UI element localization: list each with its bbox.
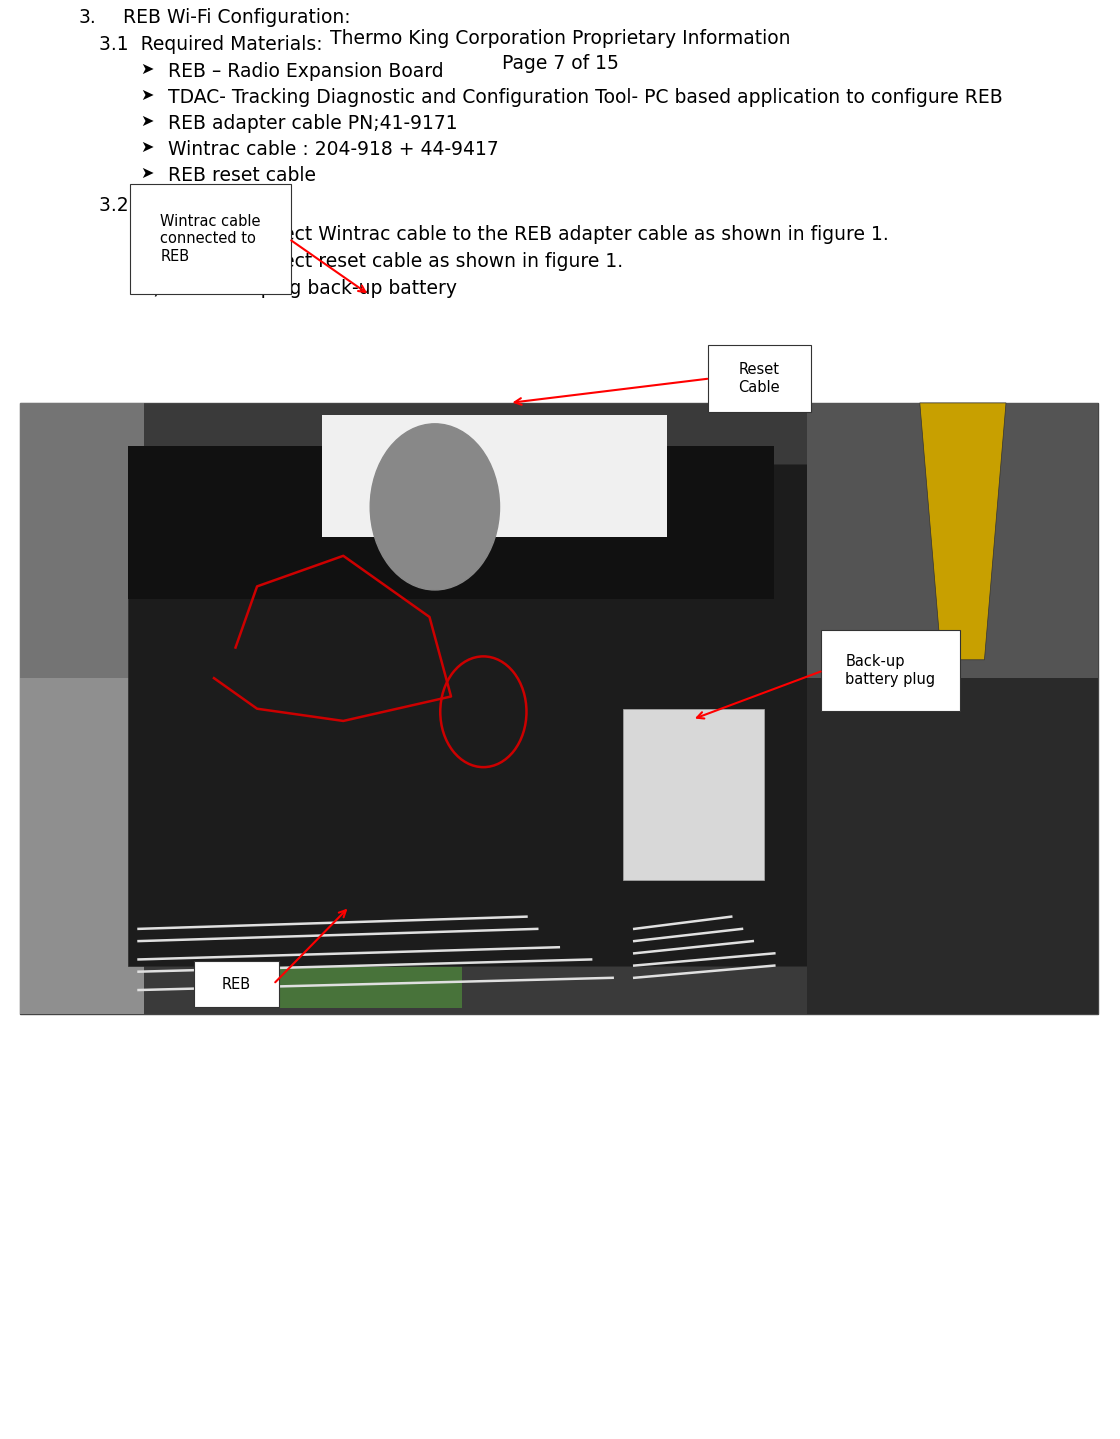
Text: b): b) [143, 252, 162, 271]
Text: Connect Wintrac cable to the REB adapter cable as shown in figure 1.: Connect Wintrac cable to the REB adapter… [235, 224, 889, 245]
Text: Back-up
battery plug: Back-up battery plug [846, 655, 935, 686]
Text: REB Wi-Fi Configuration:: REB Wi-Fi Configuration: [123, 9, 351, 27]
Text: 3.2  Instructions:: 3.2 Instructions: [99, 196, 256, 214]
Polygon shape [920, 403, 1006, 659]
Text: Thermo King Corporation Proprietary Information: Thermo King Corporation Proprietary Info… [329, 29, 791, 47]
Bar [806, 403, 1098, 678]
Text: c): c) [143, 279, 161, 298]
Bar [20, 678, 144, 1014]
Text: REB – Radio Expansion Board: REB – Radio Expansion Board [168, 62, 444, 81]
Text: ➤: ➤ [140, 140, 153, 155]
FancyBboxPatch shape [194, 961, 279, 1007]
Text: TDAC- Tracking Diagnostic and Configuration Tool- PC based application to config: TDAC- Tracking Diagnostic and Configurat… [168, 88, 1002, 106]
Bar [624, 709, 764, 881]
Circle shape [371, 425, 500, 590]
Bar [128, 465, 936, 966]
Text: ➤: ➤ [140, 88, 153, 104]
Text: REB reset cable: REB reset cable [168, 165, 316, 186]
Text: 3.: 3. [78, 9, 96, 27]
Bar [806, 403, 1098, 1014]
Text: Wintrac cable : 204-918 + 44-9417: Wintrac cable : 204-918 + 44-9417 [168, 140, 498, 158]
FancyBboxPatch shape [130, 184, 291, 294]
Bar [20, 403, 1098, 1014]
Text: ➤: ➤ [140, 62, 153, 78]
Bar [321, 414, 666, 537]
Text: REB adapter cable PN;41-9171: REB adapter cable PN;41-9171 [168, 114, 458, 132]
FancyBboxPatch shape [821, 630, 960, 711]
Text: REB: REB [222, 977, 251, 991]
Text: 3.1  Required Materials:: 3.1 Required Materials: [99, 35, 323, 55]
Bar [128, 446, 774, 599]
Text: Connect reset cable as shown in figure 1.: Connect reset cable as shown in figure 1… [235, 252, 624, 271]
Bar [20, 403, 144, 1014]
Text: Page 7 of 15: Page 7 of 15 [502, 55, 618, 73]
Text: a): a) [143, 224, 162, 245]
Text: Reset
Cable: Reset Cable [738, 363, 781, 394]
Text: Unplug back-up battery: Unplug back-up battery [235, 279, 457, 298]
Text: ➤: ➤ [140, 165, 153, 181]
Text: Wintrac cable
connected to
REB: Wintrac cable connected to REB [160, 214, 261, 263]
Bar [258, 886, 461, 1009]
FancyBboxPatch shape [708, 345, 811, 412]
Text: ➤: ➤ [140, 114, 153, 130]
